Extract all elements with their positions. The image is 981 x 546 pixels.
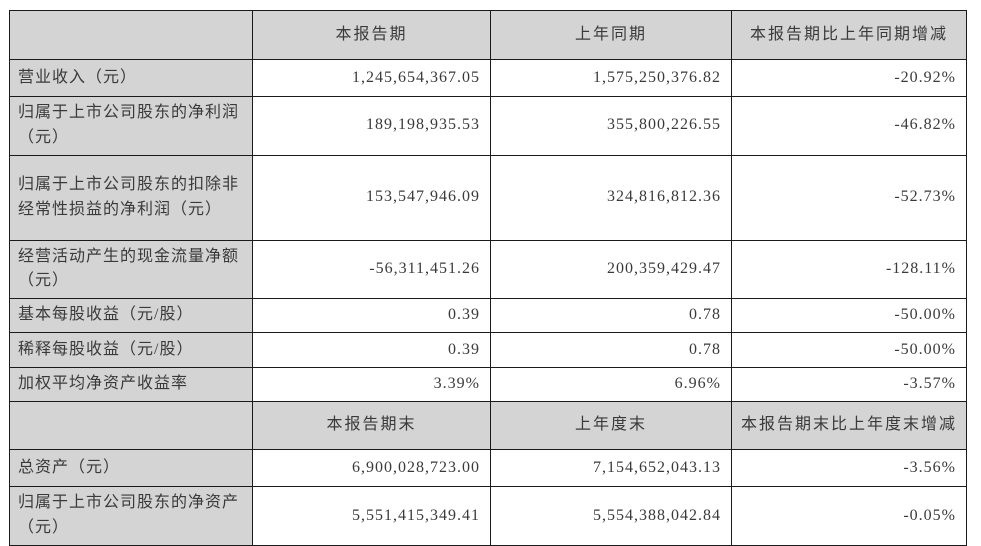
row-label: 归属于上市公司股东的净资产（元） bbox=[9, 486, 253, 546]
cell-current: 0.39 bbox=[252, 332, 491, 369]
cell-change: -50.00% bbox=[731, 298, 967, 334]
cell-current: 153,547,946.09 bbox=[252, 154, 491, 241]
cell-current: 3.39% bbox=[252, 367, 491, 403]
table-row-net-profit: 归属于上市公司股东的净利润（元） 189,198,935.53 355,800,… bbox=[9, 96, 967, 156]
table-row-basic-eps: 基本每股收益（元/股） 0.39 0.78 -50.00% bbox=[9, 298, 967, 334]
table-row-net-profit-excl-nonrecurring: 归属于上市公司股东的扣除非经常性损益的净利润（元） 153,547,946.09… bbox=[9, 154, 967, 241]
table-row-weighted-avg-roe: 加权平均净资产收益率 3.39% 6.96% -3.57% bbox=[9, 367, 967, 403]
row-label: 稀释每股收益（元/股） bbox=[9, 332, 253, 369]
table-row-diluted-eps: 稀释每股收益（元/股） 0.39 0.78 -50.00% bbox=[9, 332, 967, 369]
cell-change: -20.92% bbox=[731, 59, 967, 97]
cell-change: -50.00% bbox=[731, 332, 967, 369]
row-label: 营业收入（元） bbox=[9, 59, 253, 97]
cell-change: -3.56% bbox=[731, 449, 967, 488]
cell-prior: 1,575,250,376.82 bbox=[490, 59, 732, 97]
column-header-period-change: 本报告期比上年同期增减 bbox=[731, 10, 967, 60]
column-header-current-period: 本报告期 bbox=[252, 10, 491, 60]
cell-current: 5,551,415,349.41 bbox=[252, 486, 491, 546]
column-header-period-end: 本报告期末 bbox=[252, 401, 491, 451]
table-row-operating-cash-flow: 经营活动产生的现金流量净额（元） -56,311,451.26 200,359,… bbox=[9, 239, 967, 300]
period-header-row: 本报告期 上年同期 本报告期比上年同期增减 bbox=[9, 10, 967, 60]
yearend-header-row: 本报告期末 上年度末 本报告期末比上年度末增减 bbox=[9, 401, 967, 451]
table-row-operating-revenue: 营业收入（元） 1,245,654,367.05 1,575,250,376.8… bbox=[9, 59, 967, 97]
cell-change: -46.82% bbox=[731, 96, 967, 156]
cell-current: 6,900,028,723.00 bbox=[252, 449, 491, 488]
row-label: 归属于上市公司股东的净利润（元） bbox=[9, 96, 253, 156]
cell-change: -0.05% bbox=[731, 486, 967, 546]
corner-cell bbox=[9, 10, 253, 60]
cell-prior: 5,554,388,042.84 bbox=[490, 486, 732, 546]
cell-change: -128.11% bbox=[731, 239, 967, 300]
cell-current: 189,198,935.53 bbox=[252, 96, 491, 156]
cell-prior: 6.96% bbox=[490, 367, 732, 403]
row-label: 经营活动产生的现金流量净额（元） bbox=[9, 239, 253, 300]
cell-prior: 355,800,226.55 bbox=[490, 96, 732, 156]
cell-prior: 7,154,652,043.13 bbox=[490, 449, 732, 488]
column-header-yearend-change: 本报告期末比上年度末增减 bbox=[731, 401, 967, 451]
cell-current: 0.39 bbox=[252, 298, 491, 334]
cell-change: -52.73% bbox=[731, 154, 967, 241]
column-header-prior-period: 上年同期 bbox=[490, 10, 732, 60]
row-label: 加权平均净资产收益率 bbox=[9, 367, 253, 403]
corner-cell bbox=[9, 401, 253, 451]
cell-current: 1,245,654,367.05 bbox=[252, 59, 491, 97]
cell-change: -3.57% bbox=[731, 367, 967, 403]
cell-prior: 0.78 bbox=[490, 298, 732, 334]
table-row-net-assets: 归属于上市公司股东的净资产（元） 5,551,415,349.41 5,554,… bbox=[9, 486, 967, 546]
financial-report-page: 本报告期 上年同期 本报告期比上年同期增减 营业收入（元） 1,245,654,… bbox=[9, 10, 967, 546]
row-label: 总资产（元） bbox=[9, 449, 253, 488]
cell-prior: 324,816,812.36 bbox=[490, 154, 732, 241]
row-label: 归属于上市公司股东的扣除非经常性损益的净利润（元） bbox=[9, 154, 253, 241]
cell-prior: 200,359,429.47 bbox=[490, 239, 732, 300]
row-label: 基本每股收益（元/股） bbox=[9, 298, 253, 334]
cell-prior: 0.78 bbox=[490, 332, 732, 369]
table-row-total-assets: 总资产（元） 6,900,028,723.00 7,154,652,043.13… bbox=[9, 449, 967, 488]
key-financials-table: 本报告期 上年同期 本报告期比上年同期增减 营业收入（元） 1,245,654,… bbox=[9, 10, 967, 546]
column-header-prior-yearend: 上年度末 bbox=[490, 401, 732, 451]
cell-current: -56,311,451.26 bbox=[252, 239, 491, 300]
